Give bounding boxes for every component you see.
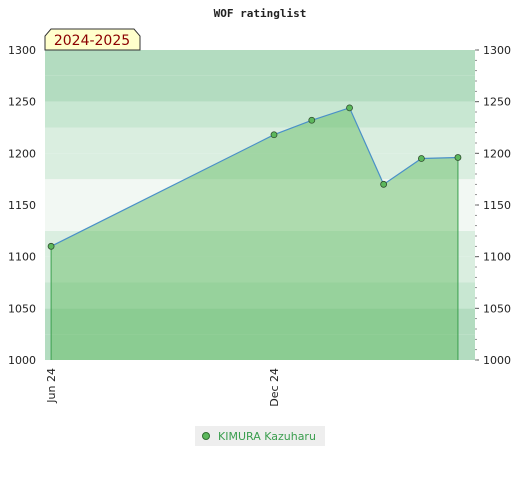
background-band bbox=[45, 334, 475, 360]
season-badge-box bbox=[44, 28, 141, 51]
data-point bbox=[47, 242, 55, 250]
background-band bbox=[45, 179, 475, 205]
data-point bbox=[308, 116, 316, 124]
background-band bbox=[45, 308, 475, 335]
data-point bbox=[380, 180, 388, 188]
y-axis: 1000 1000 1050 1050 1100 1100 1150 1150 1200 1200… bbox=[8, 44, 511, 367]
data-point bbox=[418, 155, 425, 162]
y-tick-label-left: 1000 bbox=[8, 354, 36, 367]
x-axis: Jun 24 Dec 24 bbox=[45, 368, 281, 407]
y-tick-label-left: 1300 bbox=[8, 44, 36, 57]
x-tick-label: Jun 24 bbox=[45, 368, 58, 404]
y-tick-label-left: 1100 bbox=[8, 251, 36, 264]
background-band bbox=[45, 153, 475, 180]
season-badge: 2024-2025 bbox=[44, 28, 141, 51]
y-tick-label-left: 1150 bbox=[8, 199, 36, 212]
x-tick-label: Dec 24 bbox=[268, 368, 281, 407]
series-area-fill bbox=[51, 107, 458, 360]
data-point bbox=[454, 154, 462, 161]
legend-marker-icon bbox=[202, 432, 210, 440]
background-band bbox=[45, 230, 475, 257]
season-label: 2024-2025 bbox=[54, 33, 130, 49]
y-tick-label-left: 1050 bbox=[8, 302, 36, 315]
chart-title: WOF ratinglist bbox=[214, 7, 307, 20]
y-tick-label-right: 1150 bbox=[483, 199, 511, 212]
background-band bbox=[45, 75, 475, 102]
series-markers bbox=[47, 104, 462, 250]
plot-background bbox=[45, 50, 475, 360]
legend-label: KIMURA Kazuharu bbox=[218, 429, 316, 443]
data-point bbox=[270, 131, 278, 139]
background-band bbox=[45, 101, 475, 128]
y-tick-label-right: 1000 bbox=[483, 354, 511, 367]
y-tick-label-right: 1200 bbox=[483, 147, 511, 160]
y-tick-label-right: 1100 bbox=[483, 251, 511, 264]
y-tick-label-right: 1300 bbox=[483, 44, 511, 57]
y-tick-label-left: 1200 bbox=[8, 147, 36, 160]
background-band bbox=[45, 50, 475, 76]
legend[interactable]: KIMURA Kazuharu bbox=[195, 426, 325, 446]
background-band bbox=[45, 282, 475, 309]
data-point bbox=[346, 104, 353, 112]
background-band bbox=[45, 205, 475, 231]
y-tick-label-right: 1050 bbox=[483, 302, 511, 315]
background-band bbox=[45, 127, 475, 154]
y-tick-label-left: 1250 bbox=[8, 96, 36, 109]
y-tick-label-right: 1250 bbox=[483, 96, 511, 109]
background-band bbox=[45, 256, 475, 283]
